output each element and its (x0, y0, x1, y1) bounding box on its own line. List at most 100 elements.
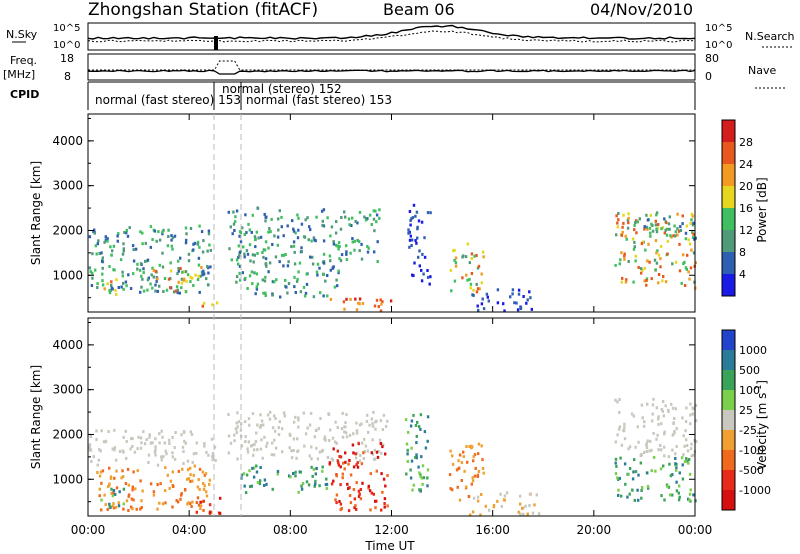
echo-cell (95, 252, 98, 256)
echo-cell (345, 244, 348, 248)
echo-cell (685, 406, 688, 410)
echo-cell (380, 451, 383, 455)
echo-cell (96, 286, 99, 289)
echo-cell (426, 439, 429, 443)
echo-cell (104, 238, 108, 242)
echo-cell (156, 277, 159, 281)
echo-cell (328, 254, 332, 258)
echo-cell (151, 441, 154, 445)
echo-cell (229, 441, 233, 445)
echo-cell (201, 304, 204, 308)
nave-tick-top: 80 (705, 52, 719, 65)
echo-cell (101, 272, 104, 276)
echo-cell (158, 441, 161, 445)
echo-cell (643, 279, 646, 283)
echo-cell (333, 285, 337, 289)
echo-cell (92, 455, 95, 459)
echo-cell (100, 429, 103, 433)
echo-cell (139, 446, 143, 450)
echo-cell (256, 423, 259, 427)
echo-cell (662, 275, 665, 278)
echo-cell (372, 217, 376, 221)
echo-cell (251, 213, 254, 217)
echo-cell (339, 465, 342, 469)
echo-cell (276, 235, 280, 239)
echo-cell (203, 473, 206, 477)
echo-cell (255, 464, 258, 468)
echo-cell (259, 235, 263, 239)
echo-cell (327, 413, 331, 416)
echo-cell (657, 253, 661, 257)
echo-cell (667, 485, 671, 489)
nsearch-trace (87, 30, 696, 43)
echo-cell (112, 506, 116, 510)
echo-cell (357, 495, 361, 498)
echo-cell (239, 428, 243, 432)
echo-cell (136, 262, 139, 266)
echo-cell (671, 406, 675, 410)
echo-cell (316, 457, 320, 461)
echo-cell (211, 458, 214, 462)
echo-cell (359, 488, 362, 491)
echo-cell (117, 504, 121, 508)
echo-cell (197, 503, 201, 507)
echo-cell (298, 261, 302, 265)
echo-cell (322, 261, 326, 265)
echo-cell (243, 252, 246, 256)
echo-cell (496, 499, 499, 503)
echo-cell (675, 480, 678, 484)
echo-cell (196, 485, 200, 489)
echo-cell (465, 273, 468, 277)
y-tick-label: 3000 (52, 179, 83, 193)
echo-cell (303, 444, 306, 448)
echo-cell (339, 502, 343, 506)
echo-cell (620, 494, 623, 498)
echo-cell (409, 468, 412, 472)
echo-cell (470, 252, 474, 256)
nsky-tick-top: 10^5 (53, 23, 80, 34)
echo-cell (101, 279, 104, 283)
echo-cell (356, 465, 360, 469)
echo-cell (297, 425, 300, 429)
echo-cell (625, 237, 628, 241)
echo-cell (297, 216, 300, 220)
echo-cell (244, 276, 247, 280)
echo-cell (260, 419, 264, 423)
echo-cell (96, 282, 99, 286)
echo-cell (614, 472, 618, 476)
echo-cell (663, 432, 666, 436)
echo-cell (357, 442, 360, 446)
echo-cell (278, 420, 281, 424)
echo-cell (273, 438, 276, 442)
echo-cell (376, 260, 379, 263)
echo-cell (617, 212, 620, 215)
echo-cell (261, 278, 264, 282)
echo-cell (97, 458, 100, 462)
echo-cell (690, 248, 693, 252)
echo-cell (300, 487, 304, 491)
echo-cell (660, 407, 663, 411)
nsky-gap-bar (214, 36, 218, 50)
echo-cell (617, 493, 620, 497)
echo-cell (122, 435, 125, 439)
echo-cell (125, 456, 128, 460)
echo-cell (171, 436, 174, 439)
echo-cell (292, 244, 296, 248)
echo-cell (264, 257, 268, 261)
echo-cell (303, 294, 307, 298)
echo-cell (681, 222, 684, 226)
echo-cell (678, 484, 681, 488)
echo-cell (338, 257, 341, 261)
echo-cell (688, 277, 691, 281)
echo-cell (348, 223, 351, 227)
echo-cell (172, 485, 175, 488)
echo-cell (162, 290, 165, 293)
echo-cell (152, 493, 156, 497)
echo-cell (386, 419, 389, 423)
echo-cell (335, 220, 338, 224)
echo-cell (233, 439, 236, 443)
echo-cell (478, 287, 481, 291)
echo-cell (258, 425, 262, 429)
echo-cell (492, 505, 496, 509)
